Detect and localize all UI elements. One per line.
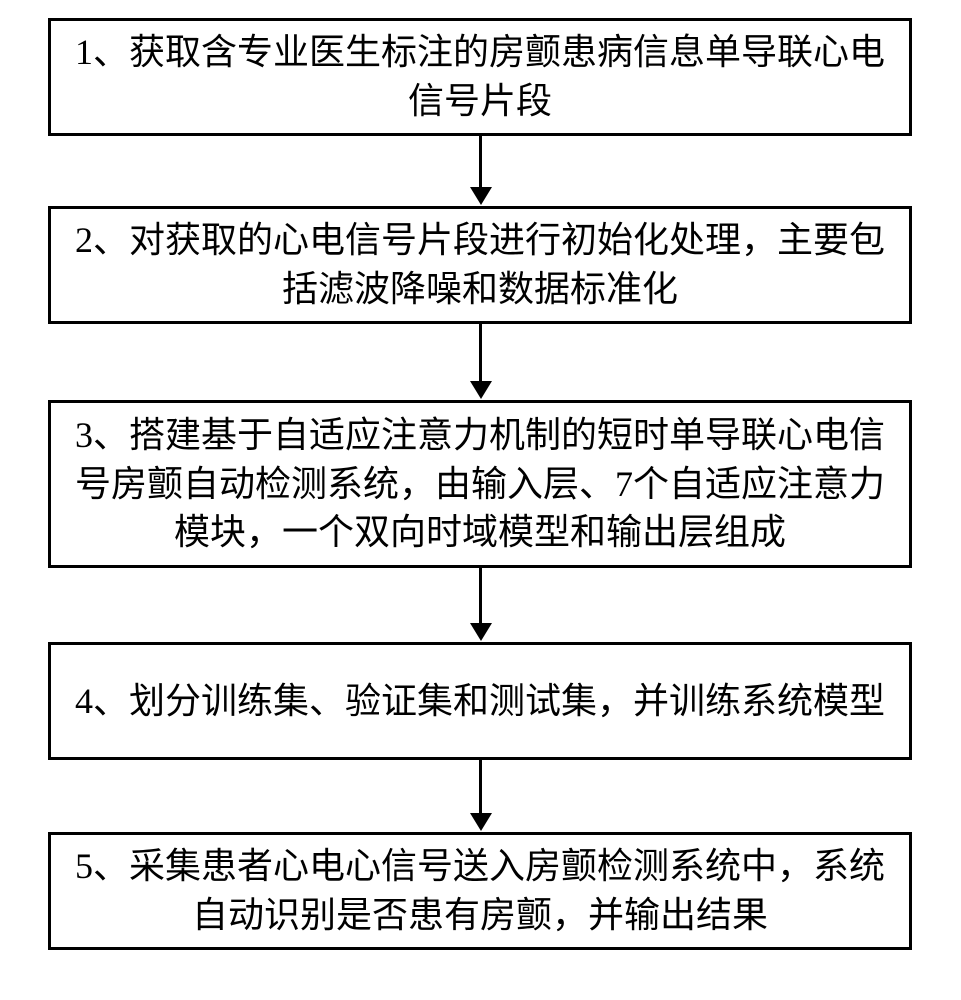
flowchart-arrow bbox=[470, 760, 492, 831]
flowchart-arrow bbox=[470, 568, 492, 641]
flowchart-node-step5: 5、采集患者心电心信号送入房颤检测系统中，系统自动识别是否患有房颤，并输出结果 bbox=[48, 832, 912, 950]
node-text: 2、对获取的心电信号片段进行初始化处理，主要包括滤波降噪和数据标准化 bbox=[71, 216, 889, 313]
flowchart-node-step4: 4、划分训练集、验证集和测试集，并训练系统模型 bbox=[48, 642, 912, 760]
flowchart-arrow bbox=[470, 136, 492, 205]
node-text: 1、获取含专业医生标注的房颤患病信息单导联心电信号片段 bbox=[71, 28, 889, 125]
node-text: 4、划分训练集、验证集和测试集，并训练系统模型 bbox=[75, 677, 885, 726]
flowchart-canvas: 1、获取含专业医生标注的房颤患病信息单导联心电信号片段 2、对获取的心电信号片段… bbox=[0, 0, 961, 1000]
node-text: 3、搭建基于自适应注意力机制的短时单导联心电信号房颤自动检测系统，由输入层、7个… bbox=[71, 411, 889, 557]
flowchart-node-step2: 2、对获取的心电信号片段进行初始化处理，主要包括滤波降噪和数据标准化 bbox=[48, 206, 912, 324]
flowchart-node-step3: 3、搭建基于自适应注意力机制的短时单导联心电信号房颤自动检测系统，由输入层、7个… bbox=[48, 400, 912, 568]
flowchart-node-step1: 1、获取含专业医生标注的房颤患病信息单导联心电信号片段 bbox=[48, 18, 912, 136]
flowchart-arrow bbox=[470, 324, 492, 399]
node-text: 5、采集患者心电心信号送入房颤检测系统中，系统自动识别是否患有房颤，并输出结果 bbox=[71, 842, 889, 939]
